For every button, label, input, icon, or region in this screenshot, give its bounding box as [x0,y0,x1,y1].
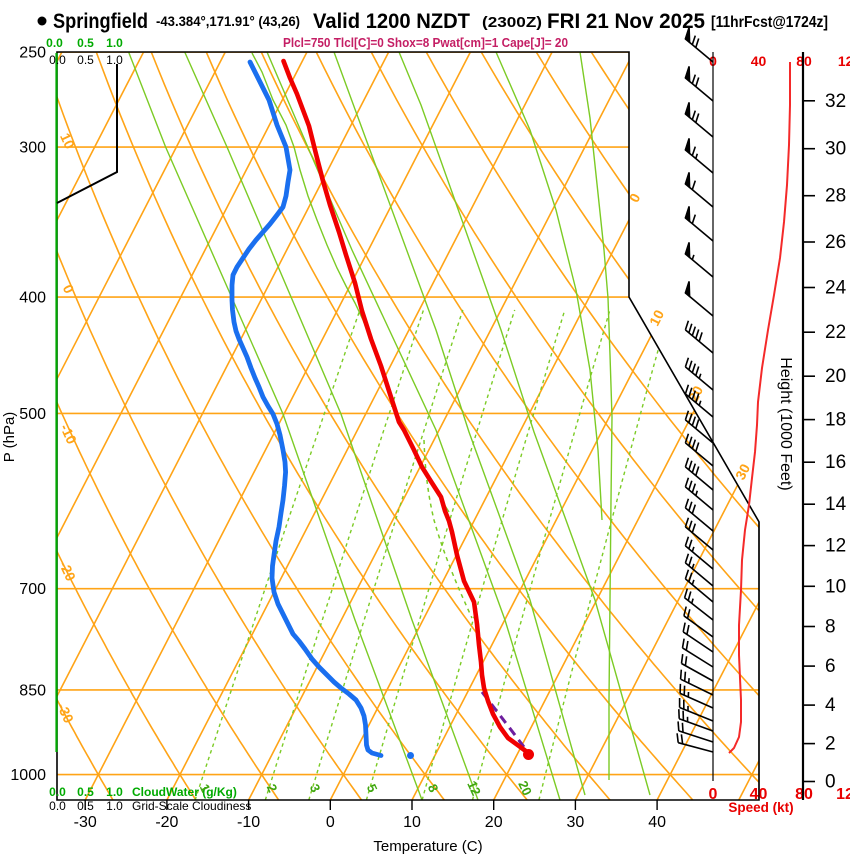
svg-text:[11hrFcst@1724z]: [11hrFcst@1724z] [711,14,828,31]
svg-text:1000: 1000 [10,767,46,784]
svg-text:40: 40 [648,814,666,831]
svg-text:24: 24 [825,278,847,299]
svg-text:6: 6 [825,656,836,677]
svg-text:8: 8 [825,617,836,638]
svg-text:500: 500 [19,406,46,423]
svg-text:18: 18 [825,410,846,431]
svg-text:Speed (kt): Speed (kt) [728,800,793,815]
svg-text:10: 10 [825,576,846,597]
svg-text:14: 14 [825,494,847,515]
svg-text:22: 22 [825,322,846,343]
svg-text:10: 10 [403,814,421,831]
svg-text:(2300Z): (2300Z) [482,15,542,31]
svg-text:-10: -10 [237,814,260,831]
svg-text:0: 0 [825,772,836,793]
svg-text:120: 120 [836,786,850,803]
svg-text:0: 0 [709,786,718,803]
svg-text:Temperature (C): Temperature (C) [373,838,482,855]
svg-text:80: 80 [796,53,812,69]
svg-text:0.5: 0.5 [77,785,94,799]
svg-text:2: 2 [825,734,836,755]
svg-text:700: 700 [19,581,46,598]
svg-text:0.0: 0.0 [46,36,63,50]
svg-text:0.5: 0.5 [77,36,94,50]
svg-text:12: 12 [825,536,846,557]
svg-text:-30: -30 [74,814,97,831]
svg-text:0: 0 [326,814,335,831]
svg-text:FRI 21 Nov 2025: FRI 21 Nov 2025 [547,10,705,33]
svg-text:32: 32 [825,91,846,112]
svg-text:28: 28 [825,186,846,207]
svg-text:300: 300 [19,140,46,157]
svg-text:4: 4 [825,695,836,716]
svg-text:20: 20 [825,366,846,387]
svg-text:0.5: 0.5 [77,53,94,67]
svg-text:30: 30 [825,139,846,160]
svg-text:1.0: 1.0 [106,785,123,799]
svg-text:Height (1000 Feet): Height (1000 Feet) [777,357,794,490]
svg-text:1.0: 1.0 [106,36,123,50]
svg-text:30: 30 [567,814,585,831]
svg-text:120: 120 [838,53,850,69]
svg-text:850: 850 [19,682,46,699]
svg-text:Plcl=750 Tlcl[C]=0 Shox=8 Pwat: Plcl=750 Tlcl[C]=0 Shox=8 Pwat[cm]=1 Cap… [283,36,568,50]
svg-text:400: 400 [19,290,46,307]
svg-text:-20: -20 [155,814,178,831]
svg-text:40: 40 [751,53,767,69]
svg-text:1.0: 1.0 [106,799,123,813]
svg-text:Grid-Scale Cloudiness: Grid-Scale Cloudiness [132,799,251,813]
svg-text:0.0: 0.0 [49,785,66,799]
svg-text:1.0: 1.0 [106,53,123,67]
svg-text:0.5: 0.5 [77,799,94,813]
svg-text:0.0: 0.0 [49,53,66,67]
svg-text:Valid 1200 NZDT: Valid 1200 NZDT [313,10,470,33]
svg-text:0.0: 0.0 [49,799,66,813]
svg-text:250: 250 [19,45,46,62]
svg-text:16: 16 [825,452,846,473]
svg-text:20: 20 [485,814,503,831]
svg-text:P (hPa): P (hPa) [1,412,18,463]
svg-text:CloudWater (g/Kg): CloudWater (g/Kg) [132,785,237,799]
svg-text:26: 26 [825,232,846,253]
svg-text:-43.384°,171.91° (43,26): -43.384°,171.91° (43,26) [156,14,300,29]
svg-text:Springfield: Springfield [53,10,148,33]
